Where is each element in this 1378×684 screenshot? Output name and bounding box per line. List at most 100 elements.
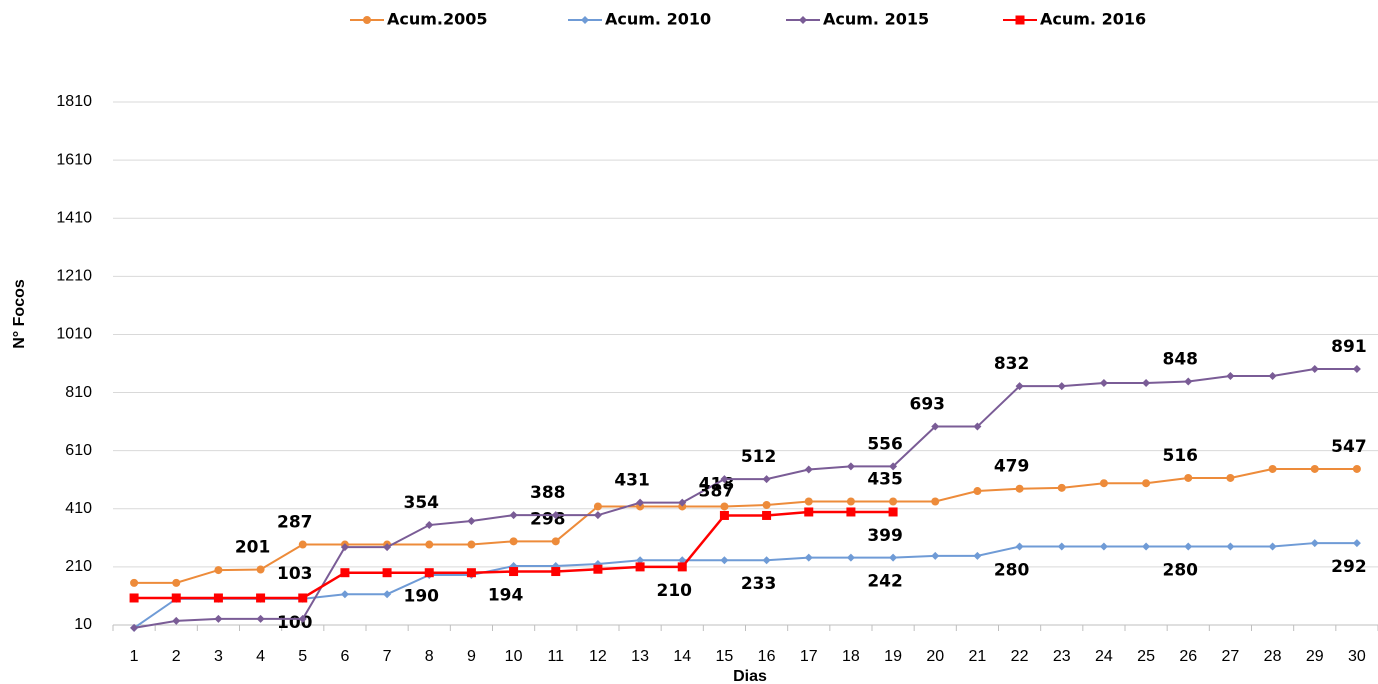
x-tick-label: 27 — [1222, 648, 1240, 665]
data-label: 693 — [910, 395, 946, 415]
data-point — [804, 507, 814, 517]
data-label: 201 — [235, 538, 271, 558]
x-tick-label: 16 — [758, 648, 776, 665]
data-point — [1099, 479, 1108, 488]
data-point — [425, 540, 434, 549]
y-tick-label: 610 — [65, 442, 92, 459]
data-point — [129, 593, 139, 603]
data-point — [593, 511, 602, 520]
data-point — [1015, 542, 1024, 551]
x-tick-label: 9 — [467, 648, 476, 665]
data-label: 891 — [1331, 337, 1367, 357]
data-point — [846, 462, 855, 471]
data-point — [213, 593, 223, 603]
data-point — [509, 511, 518, 520]
data-label: 190 — [404, 587, 440, 607]
data-point — [214, 614, 223, 623]
x-tick-label: 8 — [425, 648, 434, 665]
data-label: 298 — [530, 509, 566, 529]
data-point — [762, 501, 771, 510]
x-tick-label: 23 — [1053, 648, 1071, 665]
x-tick-label: 20 — [926, 648, 944, 665]
x-tick-label: 5 — [298, 648, 307, 665]
data-point — [720, 502, 729, 511]
data-point — [846, 497, 855, 506]
data-point — [298, 593, 308, 603]
data-label: 399 — [867, 526, 903, 546]
x-tick-label: 13 — [631, 648, 649, 665]
data-point — [1015, 382, 1024, 391]
data-point — [804, 553, 813, 562]
data-point — [931, 551, 940, 560]
data-point — [1310, 365, 1319, 374]
data-point — [1268, 464, 1277, 473]
legend-label: Acum.2005 — [387, 10, 488, 29]
x-tick-label: 22 — [1011, 648, 1029, 665]
data-point — [256, 565, 265, 574]
data-label: 354 — [404, 493, 440, 513]
data-label: 194 — [488, 586, 524, 606]
data-point — [889, 462, 898, 471]
data-point — [973, 422, 982, 431]
x-tick-label: 29 — [1306, 648, 1324, 665]
data-point — [130, 623, 139, 632]
data-label: 233 — [741, 574, 777, 594]
x-tick-label: 6 — [340, 648, 349, 665]
data-point — [1184, 377, 1193, 386]
data-point — [1142, 378, 1151, 387]
data-point — [1268, 542, 1277, 551]
x-tick-label: 18 — [842, 648, 860, 665]
data-point — [509, 567, 519, 577]
data-point — [1352, 464, 1361, 473]
data-point — [804, 465, 813, 474]
data-point — [1015, 484, 1024, 493]
x-axis-title: Dias — [733, 668, 767, 684]
data-point — [382, 568, 392, 578]
series-line — [133, 368, 1357, 629]
data-label: 556 — [867, 434, 903, 454]
data-point — [466, 568, 476, 578]
data-label: 103 — [277, 564, 313, 584]
legend-marker — [581, 16, 589, 24]
legend-marker — [1015, 15, 1025, 25]
series-line — [133, 542, 1357, 629]
data-point — [509, 537, 518, 546]
x-tick-label: 19 — [884, 648, 902, 665]
x-tick-label: 7 — [383, 648, 392, 665]
data-point — [1352, 365, 1361, 374]
data-point — [1268, 371, 1277, 380]
data-point — [1184, 473, 1193, 482]
data-label: 388 — [530, 483, 566, 503]
legend-label: Acum. 2016 — [1040, 10, 1146, 29]
data-point — [593, 564, 603, 574]
data-point — [467, 540, 476, 549]
data-point — [846, 553, 855, 562]
data-label: 280 — [1163, 561, 1199, 581]
x-tick-label: 24 — [1095, 648, 1113, 665]
data-point — [677, 562, 687, 572]
data-point — [425, 521, 434, 530]
data-point — [551, 567, 561, 577]
x-tick-label: 14 — [673, 648, 691, 665]
data-point — [1184, 542, 1193, 551]
data-point — [720, 556, 729, 565]
data-point — [1226, 542, 1235, 551]
x-tick-label: 21 — [969, 648, 987, 665]
data-point — [1310, 464, 1319, 473]
data-label: 242 — [867, 572, 903, 592]
data-point — [467, 516, 476, 525]
x-tick-label: 1 — [130, 648, 139, 665]
data-point — [1226, 473, 1235, 482]
legend-label: Acum. 2010 — [605, 10, 711, 29]
y-tick-label: 10 — [74, 616, 92, 633]
x-tick-label: 10 — [505, 648, 523, 665]
data-point — [298, 540, 307, 549]
data-label: 292 — [1331, 557, 1367, 577]
data-point — [172, 616, 181, 625]
data-point — [1352, 539, 1361, 548]
legend-label: Acum. 2015 — [823, 10, 929, 29]
data-label: 547 — [1331, 437, 1367, 457]
x-tick-label: 17 — [800, 648, 818, 665]
data-point — [1226, 371, 1235, 380]
legend-marker — [799, 16, 807, 24]
